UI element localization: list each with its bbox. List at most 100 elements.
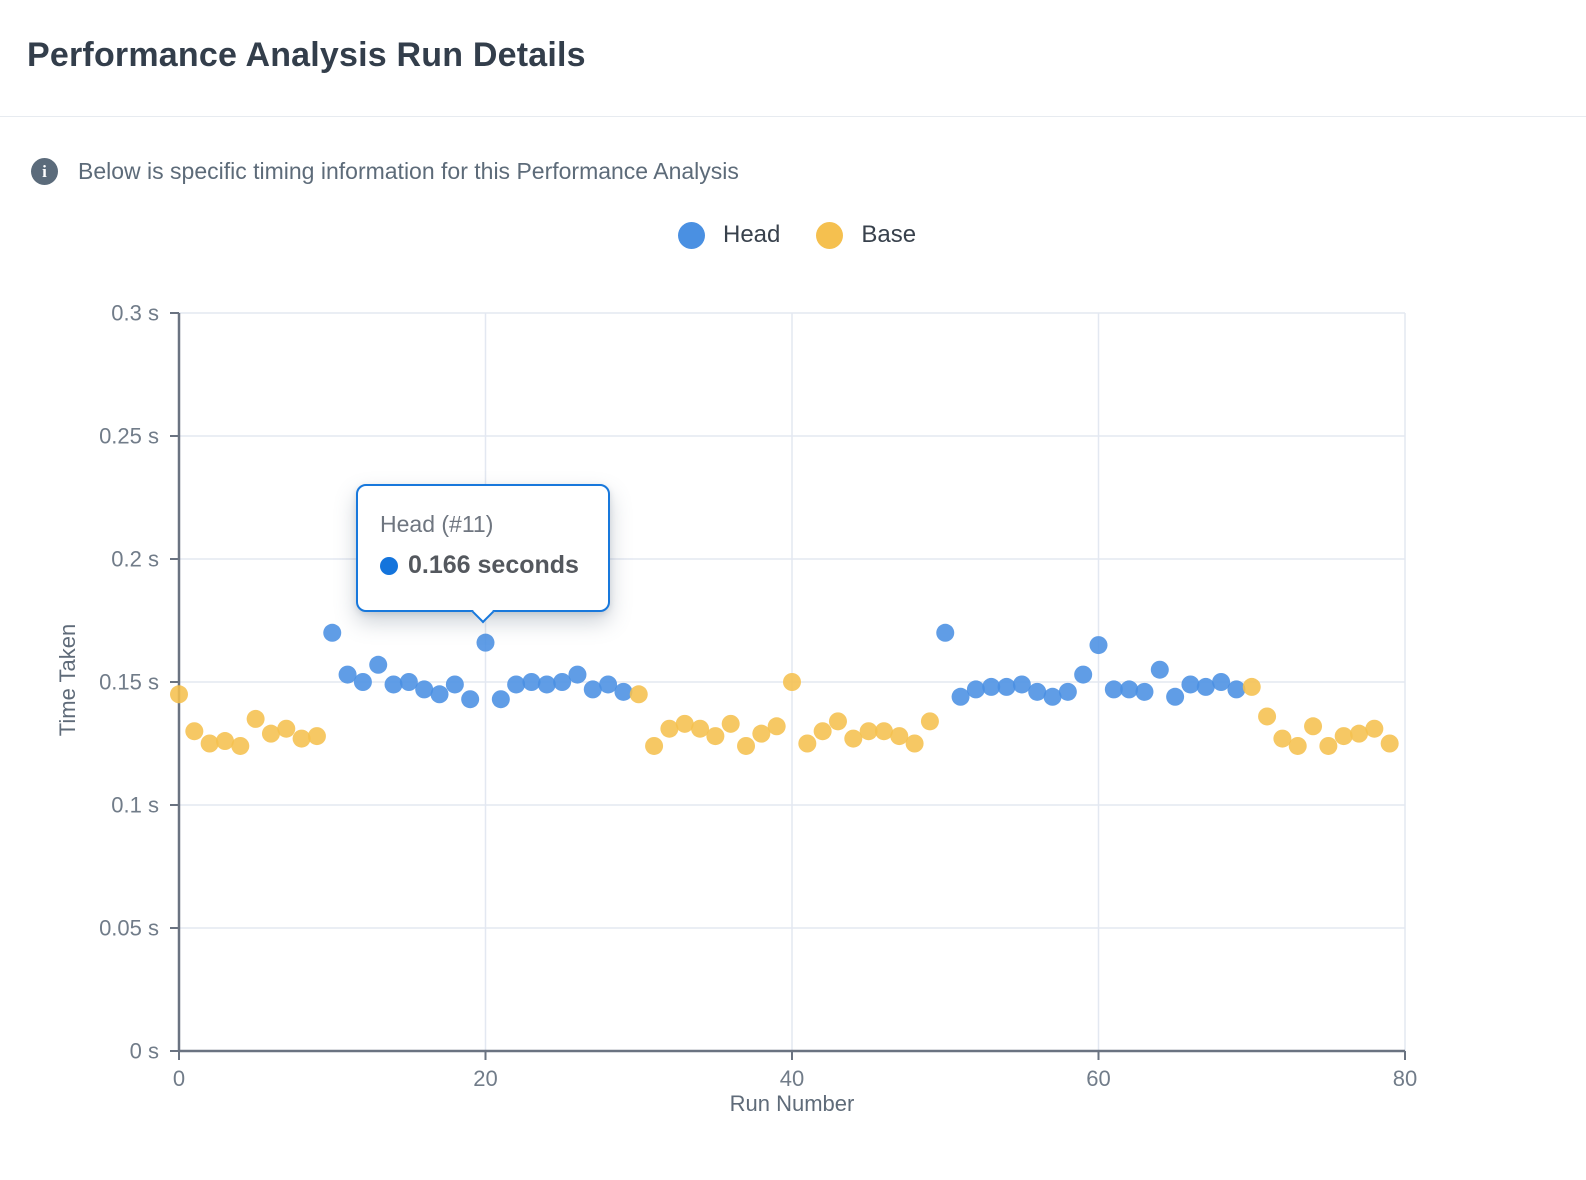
data-point-base[interactable] bbox=[261, 724, 280, 743]
data-point-head[interactable] bbox=[1104, 680, 1123, 699]
data-point-head[interactable] bbox=[614, 682, 633, 701]
data-point-base[interactable] bbox=[859, 722, 878, 741]
info-row: i Below is specific timing information f… bbox=[31, 158, 739, 185]
data-point-head[interactable] bbox=[1089, 636, 1108, 655]
data-point-base[interactable] bbox=[629, 685, 648, 704]
data-point-base[interactable] bbox=[890, 727, 909, 746]
data-point-base[interactable] bbox=[1334, 727, 1353, 746]
data-point-base[interactable] bbox=[645, 736, 664, 755]
data-point-base[interactable] bbox=[675, 714, 694, 733]
data-point-base[interactable] bbox=[660, 719, 679, 738]
data-point-head[interactable] bbox=[445, 675, 464, 694]
data-point-base[interactable] bbox=[185, 722, 204, 741]
data-point-base[interactable] bbox=[721, 714, 740, 733]
data-point-base[interactable] bbox=[170, 685, 188, 704]
data-point-head[interactable] bbox=[1227, 680, 1246, 699]
data-point-head[interactable] bbox=[553, 673, 572, 691]
data-point-head[interactable] bbox=[599, 675, 618, 694]
data-point-head[interactable] bbox=[568, 665, 587, 684]
x-tick-label: 60 bbox=[1086, 1066, 1110, 1091]
data-point-base[interactable] bbox=[828, 712, 847, 731]
data-point-head[interactable] bbox=[1074, 665, 1093, 684]
data-point-base[interactable] bbox=[691, 719, 710, 738]
legend-item-head[interactable]: Head bbox=[678, 221, 780, 249]
y-tick-label: 0.1 s bbox=[111, 792, 159, 817]
y-tick-label: 0.25 s bbox=[99, 423, 159, 448]
data-point-head[interactable] bbox=[951, 687, 970, 706]
data-point-base[interactable] bbox=[737, 736, 756, 755]
data-point-base[interactable] bbox=[844, 729, 863, 748]
data-point-head[interactable] bbox=[1012, 675, 1031, 694]
data-point-head[interactable] bbox=[537, 675, 556, 694]
data-point-base[interactable] bbox=[1288, 736, 1307, 755]
data-point-base[interactable] bbox=[307, 727, 326, 746]
data-point-base[interactable] bbox=[1380, 734, 1399, 753]
y-tick-label: 0 s bbox=[130, 1038, 159, 1063]
data-point-head[interactable] bbox=[1212, 673, 1231, 691]
y-tick-label: 0.05 s bbox=[99, 915, 159, 940]
data-point-base[interactable] bbox=[246, 709, 265, 728]
chart-legend: Head Base bbox=[678, 221, 916, 249]
data-point-head[interactable] bbox=[997, 677, 1016, 696]
data-point-head[interactable] bbox=[323, 623, 342, 642]
tooltip-title: Head (#11) bbox=[380, 511, 494, 537]
data-point-base[interactable] bbox=[874, 722, 893, 741]
data-point-head[interactable] bbox=[399, 673, 418, 691]
data-point-base[interactable] bbox=[1365, 719, 1384, 738]
data-point-head[interactable] bbox=[369, 655, 388, 674]
data-point-head[interactable] bbox=[1058, 682, 1077, 701]
data-point-head[interactable] bbox=[338, 665, 357, 684]
data-point-base[interactable] bbox=[1350, 724, 1369, 743]
data-point-head[interactable] bbox=[1120, 680, 1139, 699]
data-point-head[interactable] bbox=[384, 675, 403, 694]
data-point-base[interactable] bbox=[277, 719, 296, 738]
x-tick-label: 80 bbox=[1393, 1066, 1417, 1091]
data-point-head[interactable] bbox=[507, 675, 526, 694]
data-point-base[interactable] bbox=[215, 732, 234, 751]
data-point-head[interactable] bbox=[1028, 682, 1047, 701]
data-point-head[interactable] bbox=[461, 690, 480, 709]
tooltip-series-dot-icon bbox=[380, 556, 398, 575]
data-point-base[interactable] bbox=[1304, 717, 1323, 736]
y-axis-title: Time Taken bbox=[55, 623, 80, 737]
data-point-base[interactable] bbox=[1258, 707, 1277, 726]
data-point-base[interactable] bbox=[1273, 729, 1292, 748]
data-point-head[interactable] bbox=[1135, 682, 1154, 701]
data-point-head[interactable] bbox=[1150, 660, 1169, 679]
data-point-base[interactable] bbox=[292, 729, 311, 748]
data-point-head[interactable] bbox=[1166, 687, 1185, 706]
data-point-head[interactable] bbox=[415, 680, 434, 699]
data-point-head[interactable] bbox=[476, 633, 495, 652]
data-point-head[interactable] bbox=[1043, 687, 1062, 706]
data-point-head[interactable] bbox=[430, 685, 449, 704]
legend-label-base: Base bbox=[861, 221, 917, 248]
data-point-base[interactable] bbox=[798, 734, 817, 753]
data-point-head[interactable] bbox=[1181, 675, 1200, 694]
data-point-head[interactable] bbox=[966, 680, 985, 699]
data-point-head[interactable] bbox=[583, 680, 602, 699]
data-point-base[interactable] bbox=[752, 724, 771, 743]
data-point-head[interactable] bbox=[936, 623, 955, 642]
base-series-dot-icon bbox=[816, 221, 844, 249]
data-point-base[interactable] bbox=[1242, 677, 1261, 696]
data-point-base[interactable] bbox=[920, 712, 939, 731]
data-point-head[interactable] bbox=[491, 690, 510, 709]
y-tick-label: 0.2 s bbox=[111, 546, 159, 571]
data-point-base[interactable] bbox=[813, 722, 832, 741]
tooltip-value: 0.166 seconds bbox=[408, 551, 579, 579]
data-point-base[interactable] bbox=[783, 673, 801, 691]
data-point-head[interactable] bbox=[1196, 677, 1215, 696]
data-point-base[interactable] bbox=[767, 717, 786, 736]
legend-item-base[interactable]: Base bbox=[816, 221, 916, 249]
data-point-base[interactable] bbox=[1319, 736, 1338, 755]
legend-label-head: Head bbox=[723, 221, 781, 248]
data-point-head[interactable] bbox=[982, 677, 1001, 696]
data-point-base[interactable] bbox=[231, 736, 250, 755]
data-point-base[interactable] bbox=[905, 734, 924, 753]
data-point-head[interactable] bbox=[353, 673, 372, 691]
data-point-base[interactable] bbox=[706, 727, 725, 746]
data-point-head[interactable] bbox=[522, 673, 541, 691]
data-point-base[interactable] bbox=[200, 734, 219, 753]
